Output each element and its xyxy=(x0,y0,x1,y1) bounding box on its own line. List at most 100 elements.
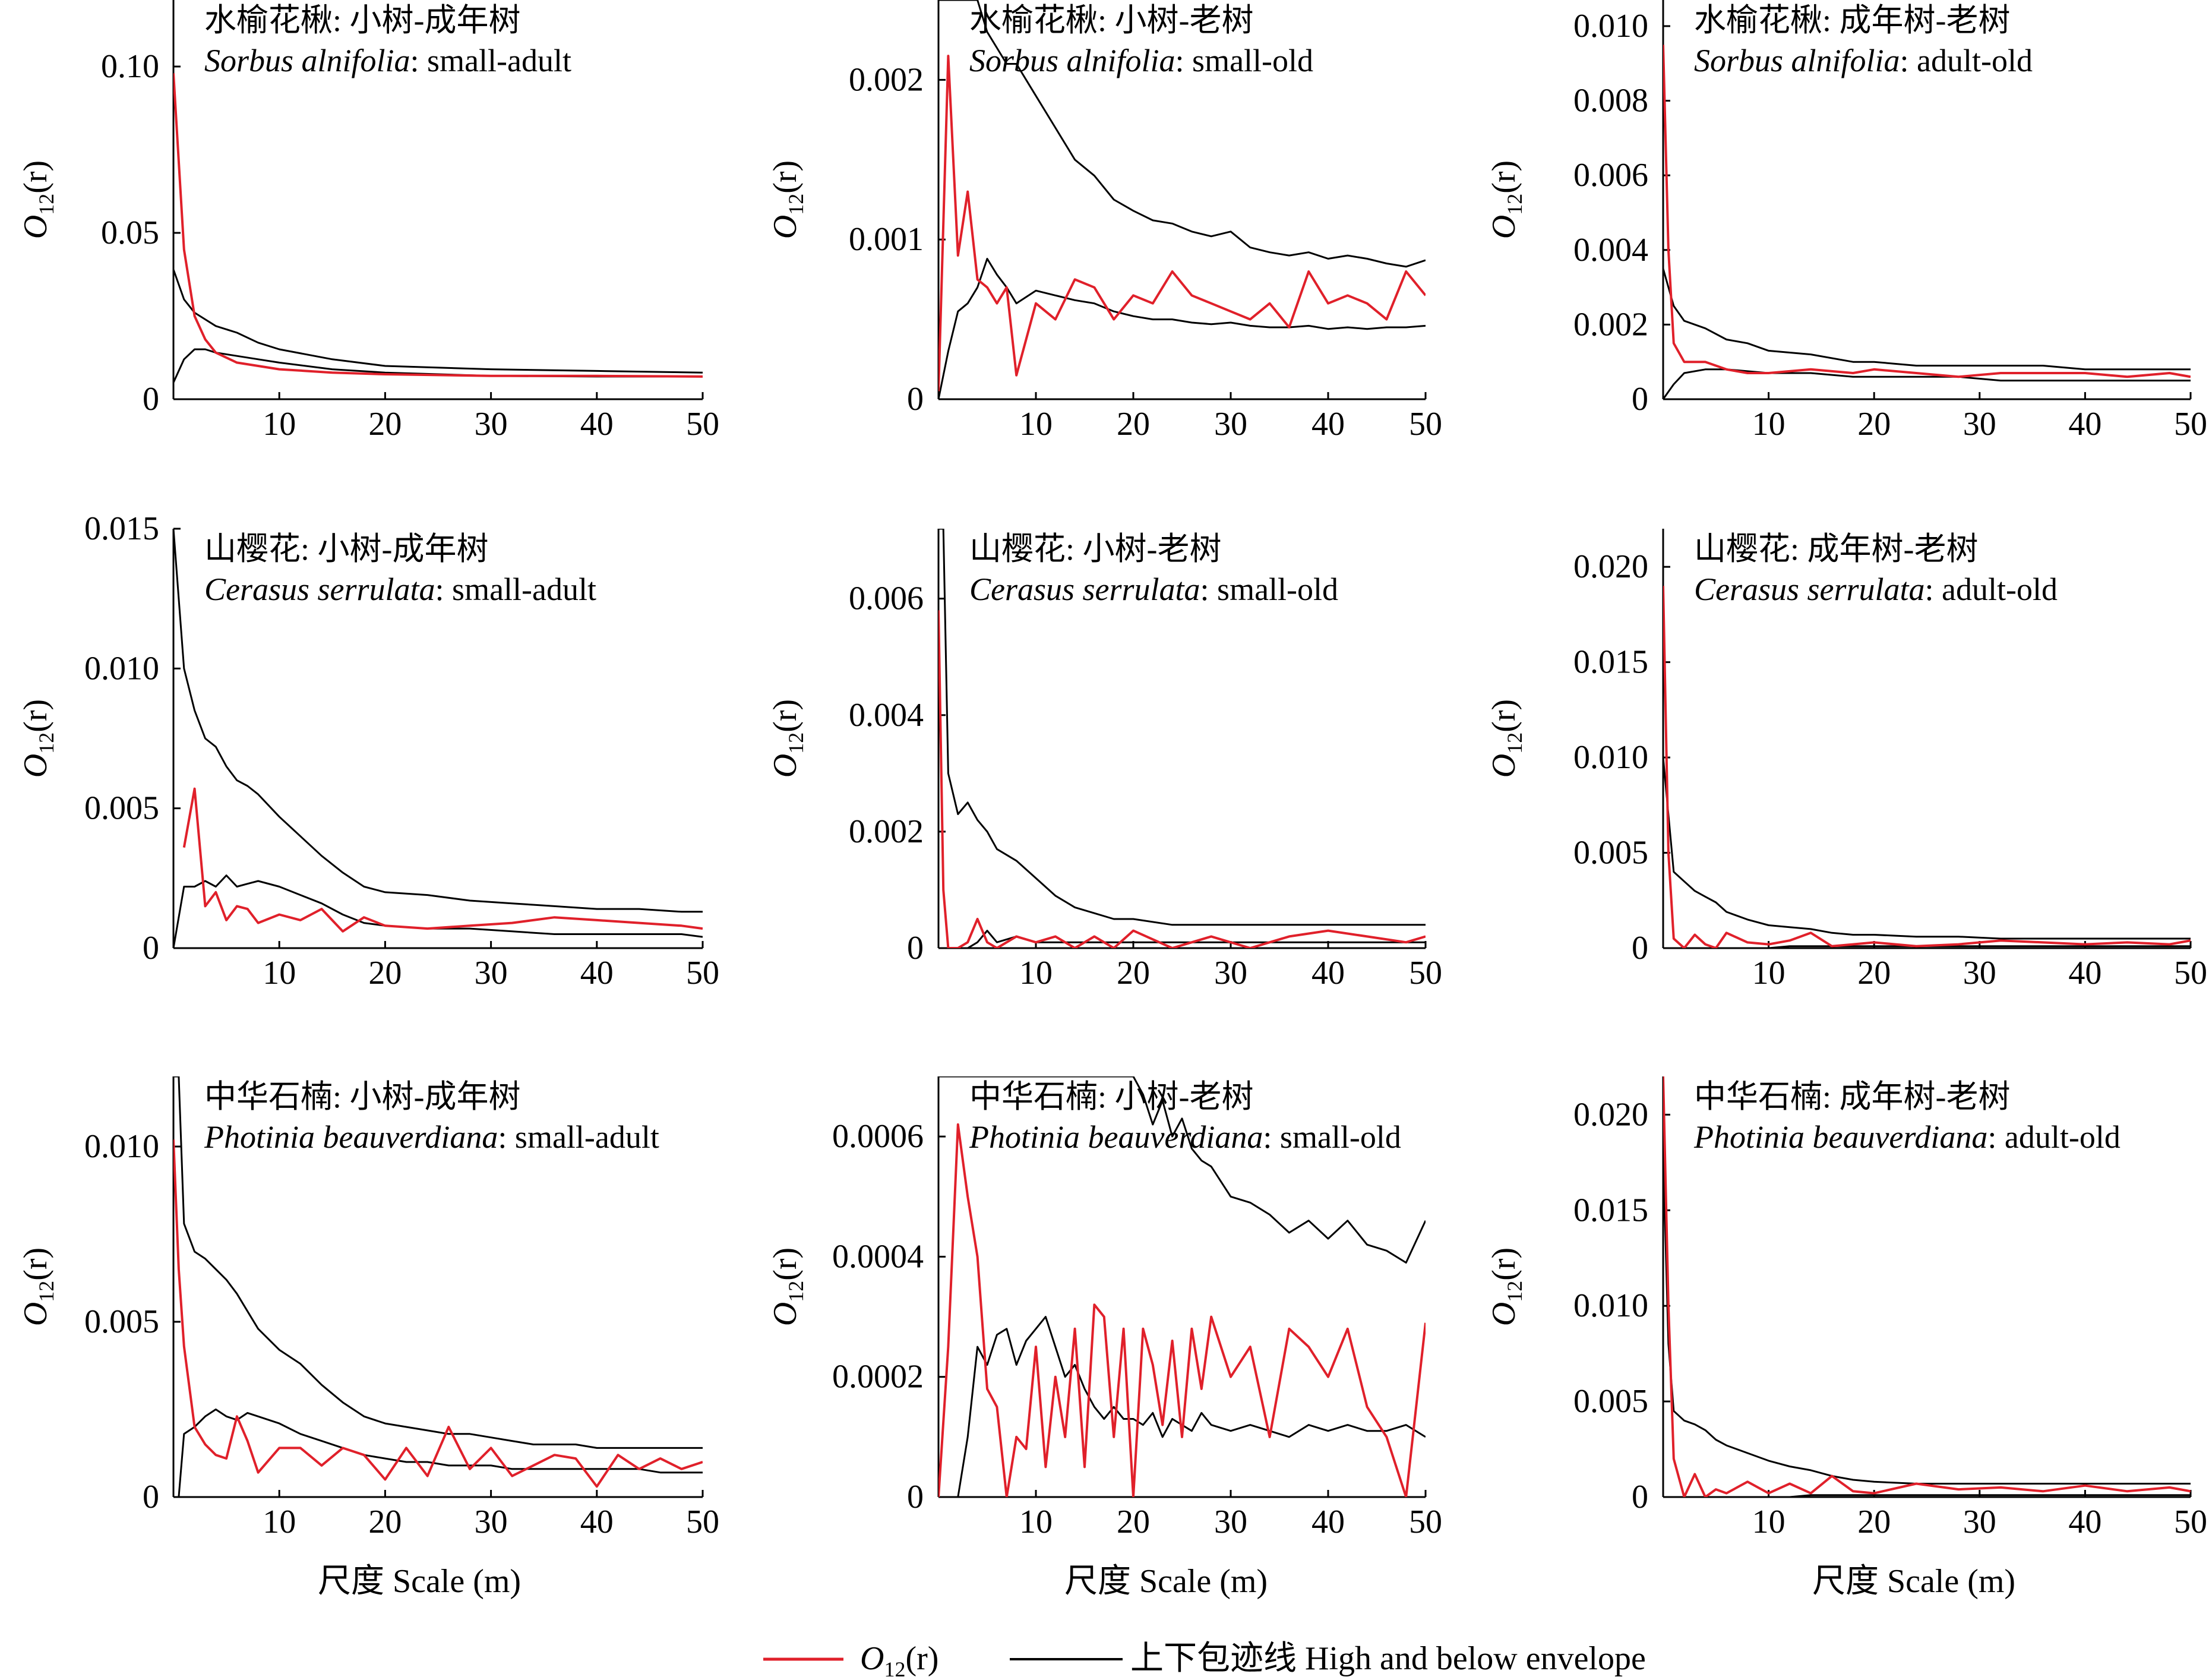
panel-title-en: Photinia beauverdiana: small-adult xyxy=(204,1119,659,1155)
y-tick-label: 0.005 xyxy=(84,790,159,827)
x-tick-label: 20 xyxy=(1117,955,1150,991)
y-tick-label: 0.0006 xyxy=(832,1118,924,1155)
series-envelope-upper-line xyxy=(1663,1152,2191,1485)
x-tick-label: 50 xyxy=(1409,406,1442,443)
series-envelope-lower-line xyxy=(938,930,1426,948)
series-envelope-lower-line xyxy=(173,1409,703,1497)
y-tick-label: 0.005 xyxy=(1573,1383,1648,1420)
panel-title-cn: 中华石楠: 小树-成年树 xyxy=(204,1079,521,1114)
x-tick-label: 20 xyxy=(1857,1504,1891,1540)
x-tick-label: 30 xyxy=(1214,406,1247,443)
x-tick-label: 40 xyxy=(580,406,614,443)
y-axis-title: O12(r) xyxy=(767,160,808,239)
x-tick-label: 50 xyxy=(1409,1504,1442,1540)
y-axis-title: O12(r) xyxy=(17,699,58,778)
y-tick-label: 0 xyxy=(143,1479,159,1515)
y-axis-title: O12(r) xyxy=(1486,1248,1527,1326)
panel-5: 10 20 30 40 50 0 0.002 0.004 0.006 O12(r) 山樱花: 小树-… xyxy=(767,529,1442,991)
series-observed-line xyxy=(1663,45,2191,378)
y-axis-title: O12(r) xyxy=(1486,699,1527,778)
x-tick-label: 20 xyxy=(1857,406,1891,443)
panel-6: 10 20 30 40 50 0 0.005 0.010 0.015 0.020 O12(r) 山樱花… xyxy=(1486,529,2207,991)
series-observed-line xyxy=(173,73,703,378)
panel-title-en: Sorbus alnifolia: adult-old xyxy=(1694,43,2033,78)
panel-7: 10 20 30 40 50 0 0.005 0.010 O12(r) 中华石楠: 小树-成年树 P… xyxy=(17,1076,719,1540)
x-tick-label: 50 xyxy=(686,955,719,991)
y-tick-label: 0.001 xyxy=(849,221,924,258)
panel-9: 10 20 30 40 50 0 0.005 0.010 0.015 0.020 O12(r) 中华石… xyxy=(1486,1076,2207,1540)
x-tick-label: 30 xyxy=(1214,955,1247,991)
series-envelope-upper-line xyxy=(938,0,1426,268)
y-tick-label: 0.020 xyxy=(1573,1096,1648,1133)
series-envelope-upper-line xyxy=(938,1076,1426,1264)
y-tick-label: 0 xyxy=(907,381,924,418)
panel-3: 10 20 30 40 50 0 0.002 0.004 0.006 0.008 0.010 O12(… xyxy=(1486,0,2207,443)
y-tick-label: 0 xyxy=(1632,381,1648,418)
y-axis-title: O12(r) xyxy=(767,1248,808,1326)
y-axis-title: O12(r) xyxy=(17,1248,58,1326)
y-tick-label: 0.005 xyxy=(84,1303,159,1340)
panel-title-en: Cerasus serrulata: adult-old xyxy=(1694,571,2058,607)
legend-observed-label: O12(r) xyxy=(860,1640,938,1680)
y-tick-label: 0.015 xyxy=(1573,1192,1648,1229)
series-observed-line xyxy=(938,55,1426,391)
panel-title-en: Photinia beauverdiana: adult-old xyxy=(1693,1119,2120,1155)
x-tick-label: 50 xyxy=(2174,1504,2207,1540)
x-tick-label: 20 xyxy=(1117,1504,1150,1540)
x-tick-label: 30 xyxy=(475,1504,508,1540)
x-axis-title: 尺度 Scale (m) xyxy=(318,1563,521,1600)
panel-title-cn: 水榆花楸: 小树-成年树 xyxy=(204,2,521,38)
panel-title-en: Cerasus serrulata: small-old xyxy=(969,571,1338,607)
x-tick-label: 10 xyxy=(263,955,296,991)
y-tick-label: 0.05 xyxy=(101,214,159,251)
legend: O12(r) 上下包迹线 High and below envelope xyxy=(763,1640,1646,1680)
series-envelope-lower-line xyxy=(1663,1494,2191,1497)
x-tick-label: 10 xyxy=(1752,406,1785,443)
panel-1: 10 20 30 40 50 0 0.05 0.10 O12(r) 水榆花楸: 小树-成年树 Sor… xyxy=(17,0,719,443)
y-tick-label: 0.0002 xyxy=(832,1359,924,1395)
y-tick-label: 0.002 xyxy=(849,813,924,850)
panel-title-en: Cerasus serrulata: small-adult xyxy=(204,571,596,607)
x-tick-label: 50 xyxy=(686,1504,719,1540)
x-tick-label: 20 xyxy=(1117,406,1150,443)
panel-title-en: Sorbus alnifolia: small-old xyxy=(969,43,1313,78)
x-tick-label: 20 xyxy=(368,1504,402,1540)
panel-title-en: Sorbus alnifolia: small-adult xyxy=(204,43,571,78)
y-axis-title: O12(r) xyxy=(1486,160,1527,239)
panel-title-cn: 山樱花: 成年树-老树 xyxy=(1694,531,1979,567)
series-observed-line xyxy=(1663,1076,2191,1497)
series-observed-line xyxy=(1663,586,2191,948)
x-tick-label: 40 xyxy=(580,1504,614,1540)
y-tick-label: 0.006 xyxy=(1573,157,1648,194)
y-tick-label: 0.002 xyxy=(1573,306,1648,343)
panel-title-en: Photinia beauverdiana: small-old xyxy=(969,1119,1401,1155)
x-tick-label: 40 xyxy=(2068,955,2101,991)
x-tick-label: 20 xyxy=(368,955,402,991)
y-tick-label: 0 xyxy=(1632,1479,1648,1515)
y-tick-label: 0 xyxy=(143,930,159,967)
series-envelope-upper-line xyxy=(173,269,703,374)
y-tick-label: 0 xyxy=(143,381,159,418)
x-tick-label: 40 xyxy=(1312,955,1345,991)
y-tick-label: 0 xyxy=(907,1479,924,1515)
y-tick-label: 0 xyxy=(1632,930,1648,967)
x-tick-label: 10 xyxy=(1019,1504,1053,1540)
panels: 10 20 30 40 50 0 0.05 0.10 O12(r) 水榆花楸: 小树-成年树 Sor… xyxy=(17,0,2207,1540)
series-envelope-lower-line xyxy=(938,258,1426,399)
panel-title-cn: 水榆花楸: 小树-老树 xyxy=(969,2,1254,38)
y-tick-label: 0.10 xyxy=(101,48,159,85)
x-tick-label: 30 xyxy=(475,406,508,443)
x-tick-label: 20 xyxy=(368,406,402,443)
x-tick-label: 40 xyxy=(1312,1504,1345,1540)
x-tick-label: 10 xyxy=(1752,955,1785,991)
x-tick-label: 40 xyxy=(2068,1504,2101,1540)
series-observed-line xyxy=(173,1139,703,1488)
series-envelope-upper-line xyxy=(938,529,1426,926)
x-tick-label: 40 xyxy=(580,955,614,991)
x-tick-label: 30 xyxy=(1214,1504,1247,1540)
y-tick-label: 0.004 xyxy=(849,697,924,734)
x-axis-title: 尺度 Scale (m) xyxy=(1064,1563,1268,1600)
panel-2: 10 20 30 40 50 0 0.001 0.002 O12(r) 水榆花楸: 小树-老树 So… xyxy=(767,0,1442,443)
series-envelope-lower-line xyxy=(173,874,703,948)
y-tick-label: 0.010 xyxy=(1573,1287,1648,1324)
